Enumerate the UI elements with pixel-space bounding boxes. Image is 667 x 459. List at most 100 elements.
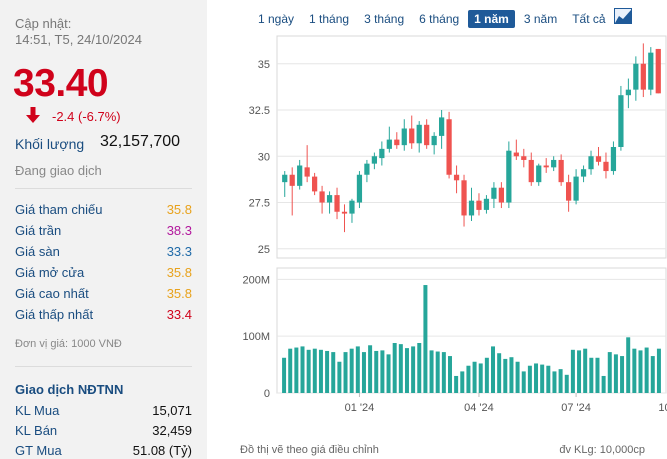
volume-bar	[515, 361, 520, 393]
volume-bar	[521, 371, 526, 393]
volume-bar	[626, 337, 631, 393]
volume-bar	[595, 357, 600, 393]
volume-bar	[300, 346, 305, 393]
stat-value: 33.4	[166, 307, 192, 322]
volume-bar	[620, 356, 625, 393]
candle-body	[297, 165, 303, 186]
volume-bar	[312, 348, 317, 393]
candle-body	[551, 159, 557, 168]
volume-bar	[650, 356, 655, 393]
candle-body	[483, 198, 490, 210]
candle-body	[401, 128, 407, 146]
updated-time: 14:51, T5, 24/10/2024	[15, 32, 142, 47]
area-chart-icon[interactable]	[614, 8, 632, 24]
candle-body	[453, 174, 460, 181]
volume-bar	[607, 352, 612, 393]
price-panel-frame	[276, 35, 667, 259]
price-tick-label: 27.5	[249, 198, 270, 210]
candle-body	[468, 200, 475, 216]
tab-1-day[interactable]: 1 ngày	[258, 12, 295, 26]
candle-body	[334, 195, 340, 212]
volume-bar	[417, 343, 422, 393]
price-tick-label: 30	[258, 151, 270, 163]
volume-bar	[497, 353, 502, 393]
volume-bar	[546, 365, 551, 393]
foreign-trading-title: Giao dịch NĐTNN	[15, 382, 124, 397]
stat-row: Giá tham chiếu 35.8	[15, 202, 192, 222]
stat-value: 38.3	[166, 223, 192, 238]
candle-body	[648, 52, 654, 90]
stat-row: Giá trần 38.3	[15, 223, 192, 243]
current-price: 33.40	[13, 62, 109, 105]
stat-value: 35.8	[166, 286, 192, 301]
volume-bar	[601, 375, 606, 393]
stat-label: Giá mở cửa	[15, 265, 85, 280]
candle-body	[386, 139, 392, 149]
candle-body	[312, 176, 318, 192]
volume-value: 32,157,700	[100, 133, 181, 150]
volume-bar	[552, 371, 557, 393]
volume-bar	[503, 358, 508, 393]
volume-bar	[577, 350, 582, 393]
volume-bar	[454, 375, 459, 393]
candle-body	[461, 180, 467, 216]
candle-body	[394, 139, 400, 146]
info-panel: Cập nhật: 14:51, T5, 24/10/2024 33.40 -2…	[0, 0, 207, 459]
volume-bar	[331, 352, 336, 393]
candle-body	[603, 161, 609, 172]
foreign-value: 51.08 (Tỷ)	[132, 443, 192, 458]
volume-bar	[534, 363, 539, 393]
divider	[15, 188, 192, 189]
volume-bar	[398, 344, 403, 393]
candle-body	[506, 150, 512, 203]
volume-bar	[318, 349, 323, 393]
volume-bar	[540, 364, 545, 393]
volume-bar	[484, 357, 489, 393]
tab-6-months[interactable]: 6 tháng	[419, 12, 460, 26]
volume-tick-label: 200M	[242, 274, 270, 286]
candle-body	[371, 156, 377, 164]
stat-label: Giá trần	[15, 223, 62, 238]
volume-bar	[380, 350, 385, 393]
price-tick-label: 25	[258, 244, 270, 256]
volume-bar	[478, 363, 483, 393]
volume-bar	[491, 346, 496, 393]
stat-row: Giá mở cửa 35.8	[15, 265, 192, 285]
candle-body	[289, 174, 295, 186]
volume-bar	[355, 346, 360, 393]
candle-body	[476, 200, 482, 210]
chart-footnote: Đồ thị vẽ theo giá điều chỉnh	[240, 444, 379, 456]
candle-body	[319, 191, 325, 203]
x-tick-label: 04 '24	[464, 402, 494, 414]
volume-label: Khối lượng	[15, 136, 85, 152]
candle-body	[341, 211, 348, 214]
volume-bar	[632, 348, 637, 393]
volume-bar	[564, 374, 569, 393]
foreign-label: KL Mua	[15, 403, 60, 418]
volume-bar	[583, 348, 588, 393]
volume-bar	[429, 350, 434, 393]
stat-value: 35.8	[166, 202, 192, 217]
candle-body	[558, 159, 564, 183]
candle-body	[349, 200, 355, 214]
divider	[15, 366, 192, 367]
candle-body	[498, 187, 504, 203]
tab-3-years[interactable]: 3 năm	[523, 12, 558, 26]
volume-bar	[288, 348, 293, 393]
foreign-value: 15,071	[152, 403, 192, 418]
tab-3-months[interactable]: 3 tháng	[364, 12, 405, 26]
tab-all[interactable]: Tất cả	[572, 12, 606, 26]
arrow-down-icon	[26, 107, 40, 123]
tab-1-year[interactable]: 1 năm	[468, 10, 515, 28]
tab-1-month[interactable]: 1 tháng	[309, 12, 350, 26]
candle-body	[588, 156, 594, 170]
candle-body	[513, 152, 519, 157]
candle-body	[536, 165, 542, 183]
foreign-label: GT Mua	[15, 443, 62, 458]
volume-bar	[325, 350, 330, 393]
volume-tick-label: 100M	[242, 331, 270, 343]
volume-bar	[472, 361, 477, 393]
candle-body	[573, 176, 579, 201]
candle-body	[566, 182, 572, 201]
